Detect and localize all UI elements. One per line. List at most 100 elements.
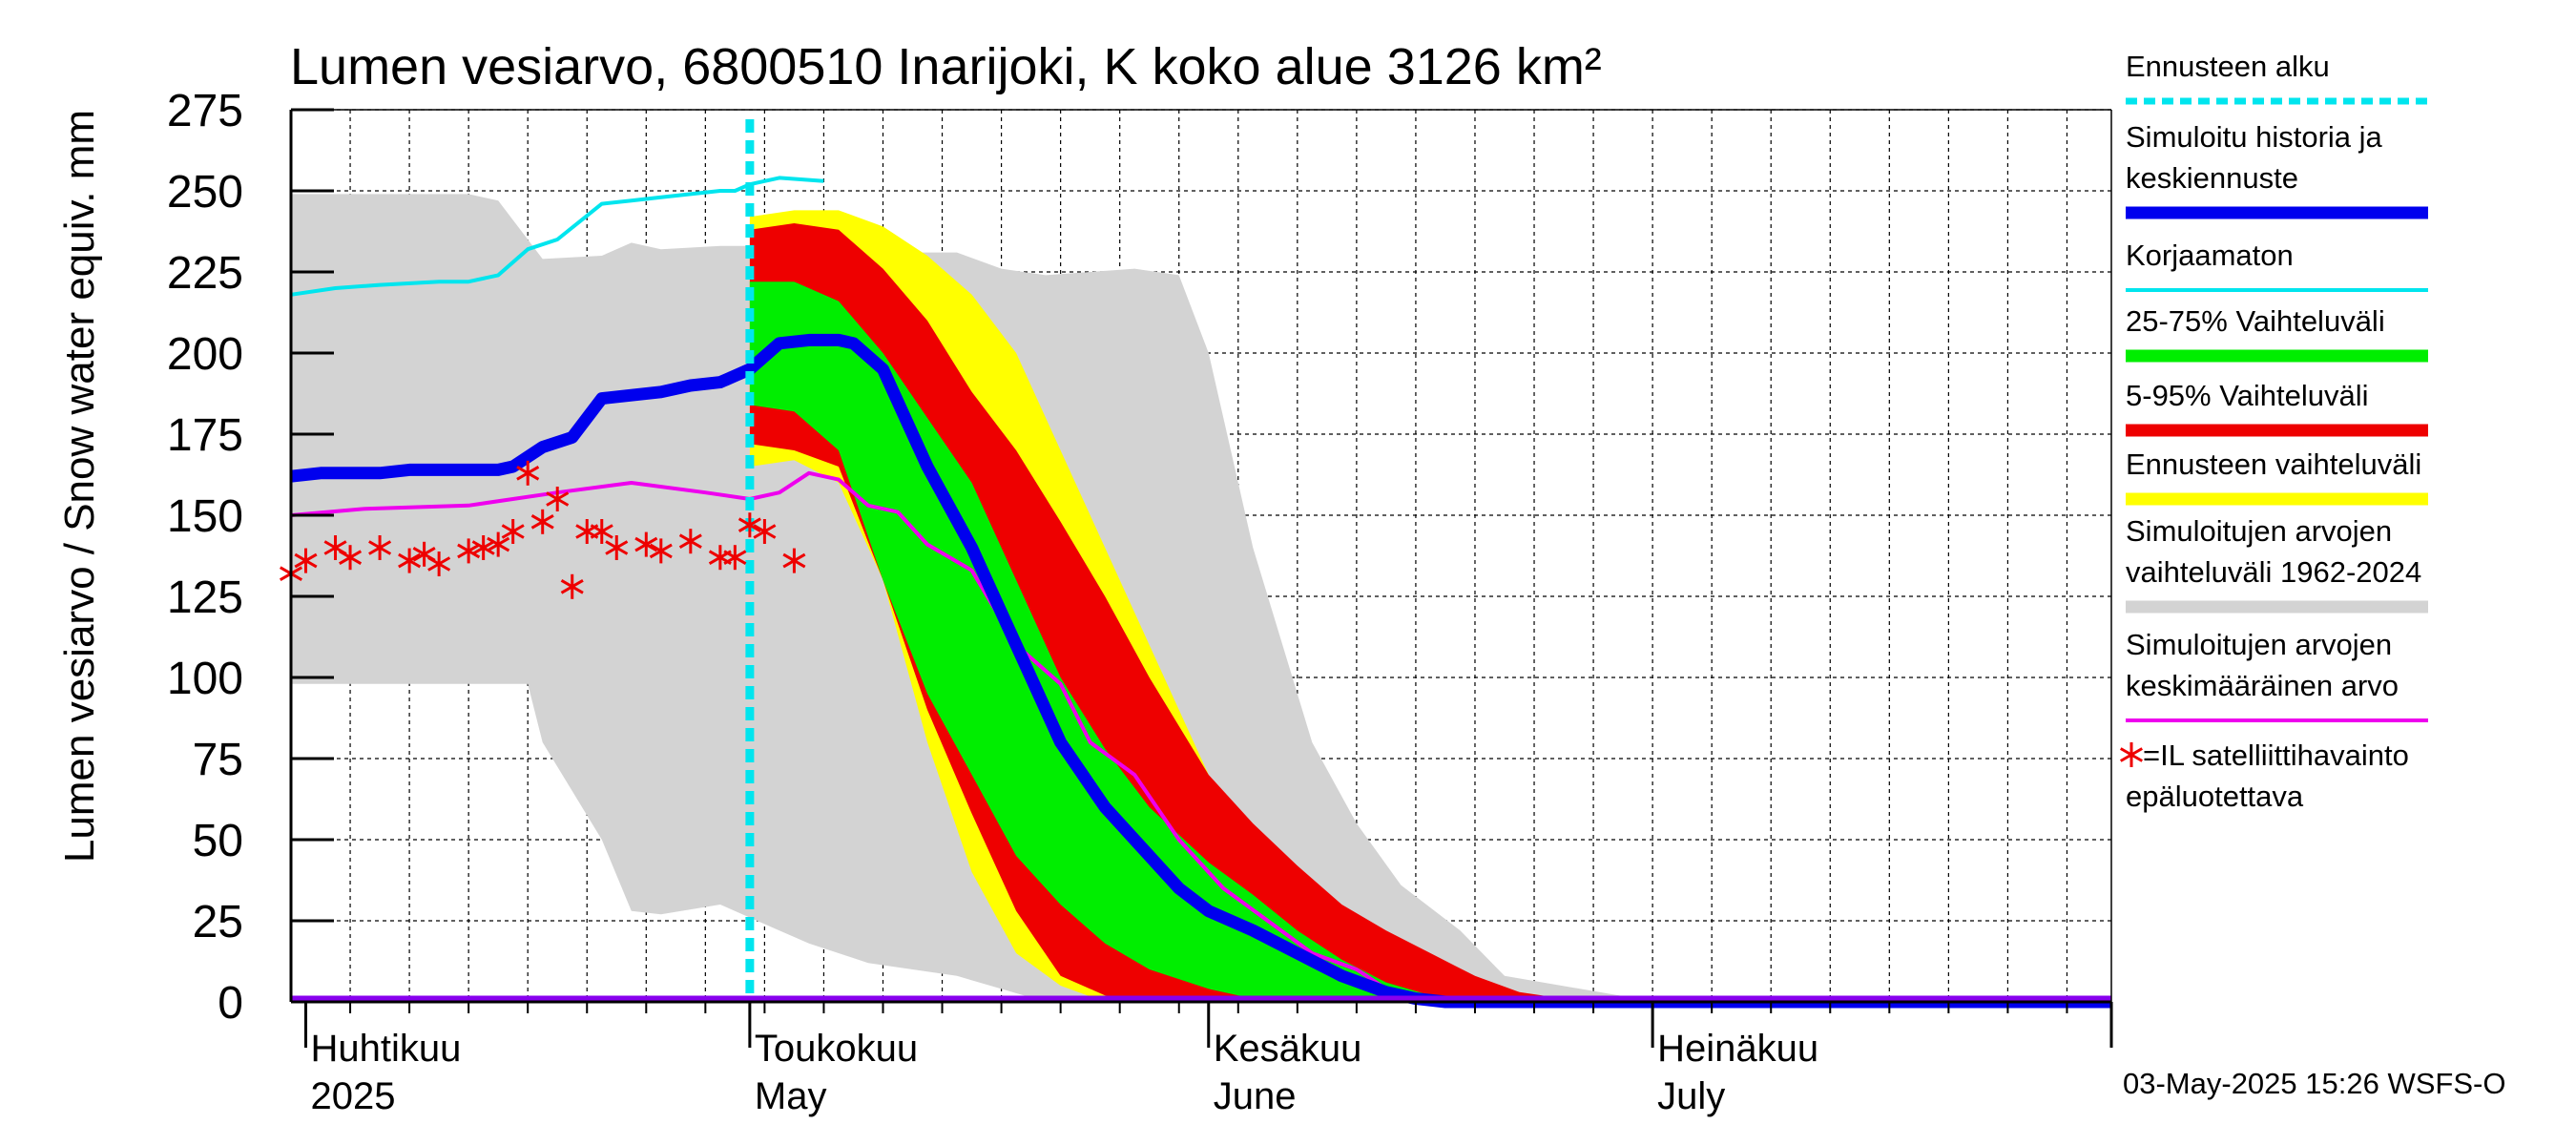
satellite-observation	[782, 548, 806, 573]
star-stroke	[782, 552, 806, 569]
y-tick-label: 75	[193, 735, 243, 785]
satellite-observation	[590, 519, 613, 544]
star-stroke	[398, 552, 422, 569]
chart-title: Lumen vesiarvo, 6800510 Inarijoki, K kok…	[290, 38, 1602, 95]
star-stroke	[457, 543, 481, 559]
legend-entry-band_25_75: 25-75% Vaihteluväli	[2126, 304, 2428, 363]
legend-star-marker	[2119, 742, 2144, 767]
satellite-observation	[678, 529, 702, 554]
star-stroke	[339, 550, 363, 565]
y-tick-label: 275	[167, 86, 243, 136]
legend-text: 25-75% Vaihteluväli	[2126, 304, 2385, 338]
satellite-points	[279, 460, 806, 599]
star-stroke	[546, 491, 570, 507]
x-month-sublabel: 2025	[311, 1075, 396, 1117]
series-lines	[290, 119, 2112, 1009]
historical-mean-line	[290, 470, 2112, 1004]
satellite-observation	[368, 535, 392, 560]
star-stroke	[737, 517, 761, 532]
satellite-observation	[427, 552, 451, 576]
satellite-observation	[649, 538, 673, 564]
simulated-mean-line	[290, 333, 2111, 1009]
star-stroke	[678, 533, 702, 549]
satellite-observation	[516, 460, 540, 486]
y-tick-label: 225	[167, 248, 243, 299]
x-month-sublabel: June	[1214, 1075, 1297, 1117]
legend-text: vaihteluväli 1962-2024	[2126, 555, 2421, 589]
star-stroke	[2119, 747, 2144, 762]
star-stroke	[323, 540, 347, 555]
star-stroke	[501, 524, 525, 539]
legend-text: keskiennuste	[2126, 161, 2298, 195]
star-stroke	[471, 540, 495, 555]
satellite-observation	[634, 531, 658, 557]
y-tick-label: 250	[167, 167, 243, 218]
y-tick-label: 50	[193, 816, 243, 866]
star-stroke	[590, 524, 613, 539]
satellite-observation	[546, 487, 570, 511]
y-tick-label: 200	[167, 329, 243, 380]
legend: Ennusteen alku Simuloitu historia ja keski…	[2119, 50, 2428, 813]
y-tick-label: 25	[193, 897, 243, 947]
legend-text: Korjaamaton	[2126, 239, 2294, 272]
satellite-observation	[487, 531, 510, 557]
legend-entry-band_5_95: 5-95% Vaihteluväli	[2126, 379, 2428, 437]
y-tick-label: 125	[167, 572, 243, 623]
legend-entry-hist_mean: Simuloitujen arvojen keskimääräinen arvo	[2126, 628, 2428, 722]
star-stroke	[605, 540, 629, 555]
legend-text: Simuloitu historia ja	[2126, 120, 2383, 154]
legend-entry-satellite: =IL satelliittihavainto epäluotettava	[2119, 739, 2409, 813]
star-stroke	[368, 540, 392, 555]
star-stroke	[649, 543, 673, 559]
satellite-observation	[398, 548, 422, 573]
satellite-observation	[605, 535, 629, 560]
star-stroke	[294, 552, 318, 569]
axes: 0 25 50 75 100 125 150 175 200 225 250 275 Huhtikuu 2…	[167, 86, 2113, 1117]
legend-entry-band_hist: Simuloitujen arvojen vaihteluväli 1962-20…	[2126, 514, 2428, 614]
star-stroke	[530, 514, 554, 530]
star-stroke	[516, 466, 540, 481]
legend-entry-uncorrected: Korjaamaton	[2126, 239, 2428, 292]
y-tick-label: 175	[167, 410, 243, 461]
star-stroke	[634, 536, 658, 552]
x-month-label: Heinäkuu	[1657, 1028, 1818, 1070]
star-stroke	[560, 579, 584, 594]
satellite-observation	[737, 512, 761, 538]
satellite-observation	[339, 545, 363, 571]
x-month-sublabel: May	[755, 1075, 827, 1117]
legend-entry-forecast_start: Ennusteen alku	[2126, 50, 2428, 105]
legend-text: =IL satelliittihavainto	[2143, 739, 2409, 772]
y-axis-label: Lumen vesiarvo / Snow water equiv. mm	[56, 110, 103, 863]
legend-text: keskimääräinen arvo	[2126, 669, 2399, 702]
legend-text: 5-95% Vaihteluväli	[2126, 379, 2368, 412]
satellite-observation	[530, 509, 554, 534]
star-stroke	[412, 547, 436, 562]
legend-text: Ennusteen vaihteluväli	[2126, 448, 2421, 481]
star-stroke	[427, 556, 451, 572]
footer-timestamp: 03-May-2025 15:26 WSFS-O	[2123, 1067, 2505, 1100]
x-month-sublabel: July	[1657, 1075, 1725, 1117]
satellite-observation	[753, 519, 777, 544]
satellite-observation	[723, 545, 747, 571]
legend-entry-band_forecast: Ennusteen vaihteluväli	[2126, 448, 2428, 506]
star-stroke	[723, 550, 747, 565]
satellite-observation	[294, 548, 318, 573]
satellite-observation	[457, 538, 481, 564]
star-stroke	[487, 536, 510, 552]
legend-text: Ennusteen alku	[2126, 50, 2330, 83]
satellite-observation	[471, 535, 495, 560]
x-month-label: Kesäkuu	[1214, 1028, 1362, 1070]
legend-text: Simuloitujen arvojen	[2126, 514, 2392, 548]
satellite-observation	[501, 519, 525, 544]
satellite-observation	[560, 573, 584, 599]
x-month-label: Toukokuu	[755, 1028, 918, 1070]
legend-text: Simuloitujen arvojen	[2126, 628, 2392, 661]
star-stroke	[753, 524, 777, 539]
legend-entry-simulated: Simuloitu historia ja keskiennuste	[2126, 120, 2428, 219]
legend-text: epäluotettava	[2126, 780, 2304, 813]
y-tick-label: 150	[167, 491, 243, 542]
range-25-75-band	[749, 281, 2111, 1002]
uncorrected-line	[290, 176, 824, 297]
y-tick-label: 0	[218, 978, 243, 1029]
